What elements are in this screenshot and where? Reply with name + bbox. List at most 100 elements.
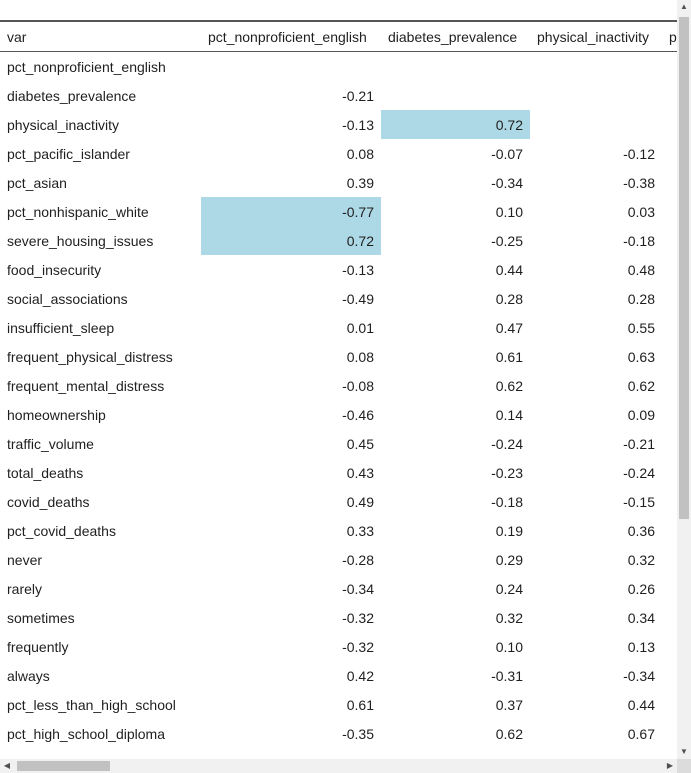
cell-pct-nonproficient-english: 0.43 xyxy=(346,464,374,481)
cell-pct-nonproficient-english: 0.08 xyxy=(346,348,374,365)
table-row: physical_inactivity -0.13 0.72 xyxy=(0,110,677,139)
table-row: diabetes_prevalence -0.21 xyxy=(0,81,677,110)
cell-pct-nonproficient-english: -0.08 xyxy=(342,377,374,394)
table-viewport[interactable]: var pct_nonproficient_english diabetes_p… xyxy=(0,0,677,759)
cell-pct-nonproficient-english: -0.32 xyxy=(342,638,374,655)
row-label: pct_asian xyxy=(7,174,67,191)
cell-pct-nonproficient-english: -0.32 xyxy=(342,609,374,626)
table-row: pct_asian 0.39 -0.34 -0.38 xyxy=(0,168,677,197)
cell-diabetes-prevalence: 0.47 xyxy=(495,319,523,336)
cell-pct-nonproficient-english: 0.01 xyxy=(346,319,374,336)
horizontal-scroll-thumb[interactable] xyxy=(17,761,110,771)
cell-truncated xyxy=(662,719,677,748)
row-label: severe_housing_issues xyxy=(7,232,154,249)
cell-physical-inactivity: 0.13 xyxy=(627,638,655,655)
cell-diabetes-prevalence: 0.24 xyxy=(495,580,523,597)
cell-physical-inactivity xyxy=(530,81,662,110)
cell-diabetes-prevalence: 0.62 xyxy=(495,725,523,742)
cell-truncated xyxy=(662,690,677,719)
row-label: diabetes_prevalence xyxy=(7,87,137,104)
scroll-left-icon[interactable]: ◀ xyxy=(3,761,11,770)
cell-physical-inactivity: 0.32 xyxy=(627,551,655,568)
row-label: sometimes xyxy=(7,609,75,626)
table-row: always 0.42 -0.31 -0.34 xyxy=(0,661,677,690)
scroll-down-icon[interactable]: ▼ xyxy=(680,747,688,756)
table-row: covid_deaths 0.49 -0.18 -0.15 xyxy=(0,487,677,516)
scroll-up-icon[interactable]: ▲ xyxy=(680,2,688,11)
cell-diabetes-prevalence: 0.29 xyxy=(495,551,523,568)
row-label: frequent_mental_distress xyxy=(7,377,165,394)
cell-diabetes-prevalence: 0.61 xyxy=(495,348,523,365)
cell-truncated xyxy=(662,429,677,458)
cell-truncated xyxy=(662,342,677,371)
cell-truncated xyxy=(662,516,677,545)
cell-diabetes-prevalence: -0.18 xyxy=(491,493,523,510)
row-label: social_associations xyxy=(7,290,128,307)
cell-diabetes-prevalence: -0.34 xyxy=(491,174,523,191)
vertical-scroll-thumb[interactable] xyxy=(679,17,689,519)
cell-physical-inactivity: 0.03 xyxy=(627,203,655,220)
row-label: pct_pacific_islander xyxy=(7,145,130,162)
cell-physical-inactivity: 0.26 xyxy=(627,580,655,597)
cell-diabetes-prevalence: 0.14 xyxy=(495,406,523,423)
table-row: sometimes -0.32 0.32 0.34 xyxy=(0,603,677,632)
cell-pct-nonproficient-english: 0.49 xyxy=(346,493,374,510)
cell-truncated xyxy=(662,545,677,574)
column-header-pct-nonproficient-english: pct_nonproficient_english xyxy=(208,28,367,45)
cell-diabetes-prevalence: 0.37 xyxy=(495,696,523,713)
cell-physical-inactivity: -0.34 xyxy=(623,667,655,684)
cell-pct-nonproficient-english: 0.61 xyxy=(346,696,374,713)
table-row: pct_pacific_islander 0.08 -0.07 -0.12 xyxy=(0,139,677,168)
table-row: frequently -0.32 0.10 0.13 xyxy=(0,632,677,661)
cell-truncated xyxy=(662,487,677,516)
cell-pct-nonproficient-english: -0.35 xyxy=(342,725,374,742)
cell-physical-inactivity: 0.67 xyxy=(627,725,655,742)
cell-physical-inactivity xyxy=(530,52,662,82)
column-header-physical-inactivity: physical_inactivity xyxy=(537,28,650,45)
correlation-table: var pct_nonproficient_english diabetes_p… xyxy=(0,20,677,748)
cell-physical-inactivity: -0.12 xyxy=(623,145,655,162)
table-row: pct_less_than_high_school 0.61 0.37 0.44 xyxy=(0,690,677,719)
cell-truncated xyxy=(662,168,677,197)
scroll-right-icon[interactable]: ▶ xyxy=(666,761,674,770)
cell-pct-nonproficient-english: 0.42 xyxy=(346,667,374,684)
column-header-truncated: p xyxy=(669,28,677,45)
cell-diabetes-prevalence: 0.62 xyxy=(495,377,523,394)
cell-physical-inactivity: -0.15 xyxy=(623,493,655,510)
cell-pct-nonproficient-english: 0.72 xyxy=(201,226,381,255)
row-label: pct_less_than_high_school xyxy=(7,696,176,713)
row-label: pct_nonproficient_english xyxy=(7,58,166,75)
cell-physical-inactivity: 0.09 xyxy=(627,406,655,423)
cell-pct-nonproficient-english: 0.08 xyxy=(346,145,374,162)
table-row: insufficient_sleep 0.01 0.47 0.55 xyxy=(0,313,677,342)
table-row: frequent_physical_distress 0.08 0.61 0.63 xyxy=(0,342,677,371)
cell-pct-nonproficient-english: -0.13 xyxy=(342,116,374,133)
table-row: pct_nonproficient_english xyxy=(0,52,677,82)
cell-diabetes-prevalence xyxy=(381,81,530,110)
cell-pct-nonproficient-english: -0.21 xyxy=(342,87,374,104)
cell-pct-nonproficient-english: 0.33 xyxy=(346,522,374,539)
cell-truncated xyxy=(662,400,677,429)
cell-pct-nonproficient-english: 0.45 xyxy=(346,435,374,452)
cell-pct-nonproficient-english xyxy=(201,52,381,82)
row-label: never xyxy=(7,551,43,568)
scrollbar-corner xyxy=(677,759,691,773)
row-label: homeownership xyxy=(7,406,106,423)
cell-physical-inactivity xyxy=(530,110,662,139)
cell-truncated xyxy=(662,603,677,632)
horizontal-scrollbar[interactable]: ◀ ▶ xyxy=(0,759,677,773)
cell-truncated xyxy=(662,632,677,661)
row-label: physical_inactivity xyxy=(7,116,120,133)
cell-diabetes-prevalence: -0.23 xyxy=(491,464,523,481)
cell-diabetes-prevalence: -0.07 xyxy=(491,145,523,162)
cell-diabetes-prevalence: -0.24 xyxy=(491,435,523,452)
cell-diabetes-prevalence: 0.10 xyxy=(495,203,523,220)
cell-diabetes-prevalence: 0.44 xyxy=(495,261,523,278)
row-label: food_insecurity xyxy=(7,261,102,278)
cell-pct-nonproficient-english: -0.13 xyxy=(342,261,374,278)
vertical-scrollbar[interactable]: ▲ ▼ xyxy=(677,0,691,759)
row-label: frequent_physical_distress xyxy=(7,348,173,365)
cell-physical-inactivity: -0.38 xyxy=(623,174,655,191)
row-label: total_deaths xyxy=(7,464,84,481)
cell-diabetes-prevalence: 0.32 xyxy=(495,609,523,626)
